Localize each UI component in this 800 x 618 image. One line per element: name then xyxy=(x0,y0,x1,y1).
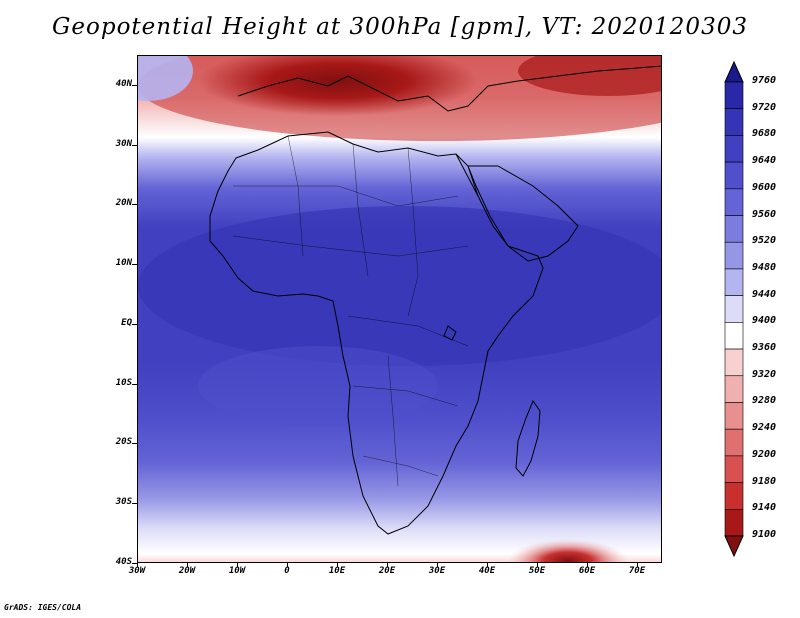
colorbar-swatch xyxy=(724,482,744,510)
colorbar-swatch xyxy=(724,268,744,296)
europe-coast xyxy=(237,65,661,112)
colorbar-swatch xyxy=(724,81,744,110)
lon-tick-mark xyxy=(437,563,438,567)
colorbar-swatch xyxy=(724,375,744,403)
credit-label: GrADS: IGES/COLA xyxy=(4,603,82,612)
colorbar-swatch xyxy=(724,455,744,483)
lat-tick-mark xyxy=(132,264,137,265)
lon-tick-mark xyxy=(487,563,488,567)
map-panel xyxy=(137,55,662,563)
lon-tick-label: 20W xyxy=(178,566,196,576)
lat-tick-label: 30S xyxy=(115,497,132,507)
africa-coastline xyxy=(209,131,544,535)
lon-tick-label: 10E xyxy=(328,566,346,576)
arabian-peninsula xyxy=(467,165,579,262)
lat-tick-label: 10S xyxy=(115,378,132,388)
lon-tick-mark xyxy=(187,563,188,567)
colorbar-level-label: 9360 xyxy=(752,342,777,354)
lat-tick-mark xyxy=(132,503,137,504)
lat-tick-mark xyxy=(132,384,137,385)
colorbar-level-label: 9560 xyxy=(752,208,777,220)
colorbar-level-label: 9400 xyxy=(752,315,777,327)
coastlines xyxy=(209,65,661,535)
colorbar-level-label: 9520 xyxy=(752,235,777,247)
colorbar-level-label: 9480 xyxy=(752,261,777,273)
lon-tick-mark xyxy=(387,563,388,567)
lat-tick-label: 40N xyxy=(115,79,132,89)
colorbar-level-label: 9100 xyxy=(752,529,777,540)
colorbar-swatch xyxy=(724,188,744,216)
geopotential-field xyxy=(138,56,661,562)
lon-tick-mark xyxy=(587,563,588,567)
lon-tick-label: 60E xyxy=(578,566,596,576)
lon-tick-label: 30W xyxy=(128,566,146,576)
lat-tick-mark xyxy=(132,145,137,146)
colorbar xyxy=(724,60,744,558)
lon-tick-label: 0 xyxy=(284,566,290,576)
lat-tick-label: 20N xyxy=(115,198,132,208)
colorbar-swatch xyxy=(724,402,744,430)
lon-tick-label: 70E xyxy=(628,566,646,576)
mediterranean-trough-core xyxy=(198,56,478,116)
lat-tick-label: 10N xyxy=(115,258,132,268)
lat-tick-label: 30N xyxy=(115,139,132,149)
country-borders xyxy=(232,135,469,487)
colorbar-level-label: 9320 xyxy=(752,368,777,380)
madagascar xyxy=(515,399,541,477)
southern-tropical-band xyxy=(198,346,438,426)
lon-tick-label: 20E xyxy=(378,566,396,576)
great-lakes xyxy=(443,325,457,341)
colorbar-swatch xyxy=(724,508,744,537)
lat-tick-mark xyxy=(132,204,137,205)
tropical-high xyxy=(138,206,661,366)
colorbar-swatch xyxy=(724,322,744,350)
colorbar-level-label: 9140 xyxy=(752,502,777,514)
colorbar-level-label: 9640 xyxy=(752,155,777,167)
colorbar-swatch xyxy=(724,161,744,190)
lon-tick-mark xyxy=(137,563,138,567)
colorbar-level-label: 9200 xyxy=(752,448,777,460)
lon-tick-mark xyxy=(537,563,538,567)
colorbar-top-arrow xyxy=(724,60,744,83)
lon-tick-mark xyxy=(287,563,288,567)
lat-tick-mark xyxy=(132,324,137,325)
lat-tick-label: EQ xyxy=(121,318,132,328)
colorbar-bottom-arrow xyxy=(724,535,744,558)
colorbar-swatch xyxy=(724,215,744,243)
lat-tick-label: 20S xyxy=(115,437,132,447)
lat-tick-mark xyxy=(132,85,137,86)
lon-tick-label: 10W xyxy=(228,566,246,576)
lon-tick-mark xyxy=(237,563,238,567)
colorbar-level-label: 9600 xyxy=(752,181,777,193)
colorbar-level-label: 9280 xyxy=(752,395,777,407)
colorbar-level-label: 9440 xyxy=(752,288,777,300)
chart-title: Geopotential Height at 300hPa [gpm], VT:… xyxy=(52,14,748,40)
red-sea-coast xyxy=(455,153,479,197)
lon-tick-label: 40E xyxy=(478,566,496,576)
colorbar-swatch xyxy=(724,135,744,163)
colorbar-level-label: 9180 xyxy=(752,475,777,487)
lat-tick-mark xyxy=(132,563,137,564)
north-east-trough xyxy=(518,56,661,96)
lon-tick-label: 50E xyxy=(528,566,546,576)
colorbar-swatch xyxy=(724,428,744,457)
colorbar-swatch xyxy=(724,348,744,377)
colorbar-level-label: 9720 xyxy=(752,101,777,113)
southern-trough xyxy=(508,539,628,562)
colorbar-level-label: 9240 xyxy=(752,422,777,434)
lon-tick-mark xyxy=(637,563,638,567)
north-west-ridge xyxy=(138,56,193,101)
colorbar-level-label: 9760 xyxy=(752,75,777,86)
lat-tick-label: 40S xyxy=(115,557,132,567)
colorbar-level-label: 9680 xyxy=(752,128,777,140)
colorbar-swatch xyxy=(724,295,744,323)
colorbar-swatch xyxy=(724,241,744,270)
lon-tick-label: 30E xyxy=(428,566,446,576)
colorbar-swatch xyxy=(724,108,744,136)
lon-tick-mark xyxy=(337,563,338,567)
lat-tick-mark xyxy=(132,443,137,444)
